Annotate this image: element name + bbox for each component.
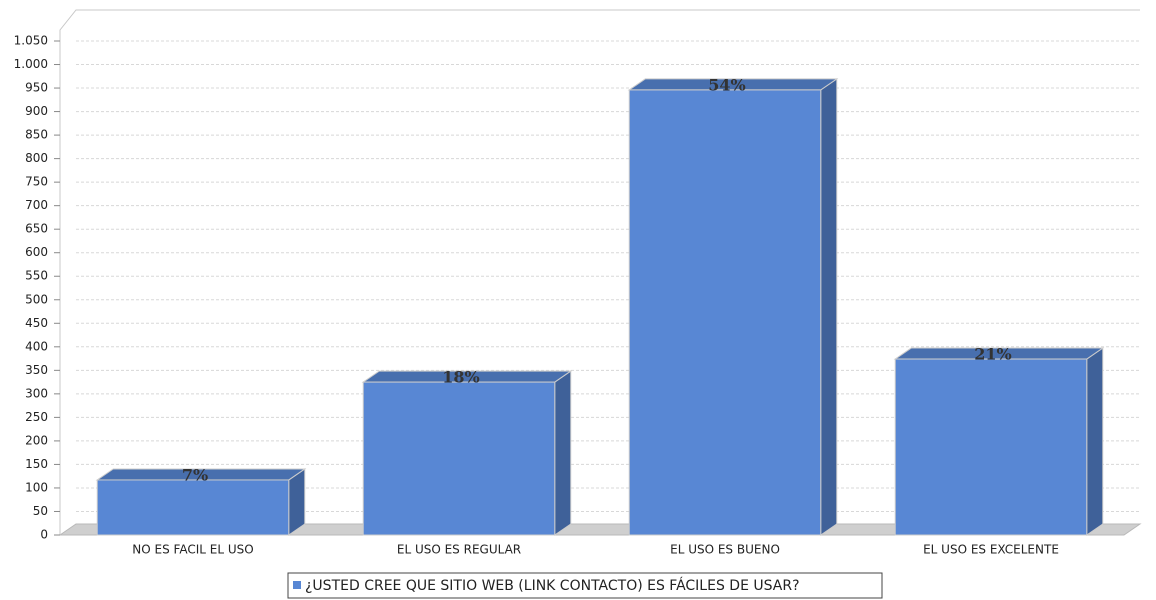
- bar-label: 18%: [442, 368, 479, 387]
- y-tick-label: 700: [25, 198, 48, 212]
- y-tick-label: 350: [25, 363, 48, 377]
- y-tick-label: 850: [25, 128, 48, 142]
- legend-swatch: [293, 581, 301, 589]
- bar-label: 21%: [974, 345, 1011, 364]
- y-tick-label: 950: [25, 81, 48, 95]
- bar: [96, 479, 290, 536]
- bar-side: [820, 77, 838, 536]
- legend: [287, 572, 883, 599]
- y-tick-label: 1.050: [14, 34, 48, 48]
- x-tick-label: EL USO ES EXCELENTE: [923, 543, 1059, 557]
- x-tick-label: EL USO ES REGULAR: [397, 543, 521, 557]
- y-tick-label: 400: [25, 339, 48, 353]
- y-tick-label: 100: [25, 480, 48, 494]
- bar: [628, 89, 822, 536]
- y-tick-label: 550: [25, 269, 48, 283]
- bar: [362, 381, 556, 536]
- y-tick-label: 50: [33, 504, 48, 518]
- legend-label: ¿USTED CREE QUE SITIO WEB (LINK CONTACTO…: [305, 577, 800, 594]
- bar-side: [1086, 347, 1104, 536]
- y-tick-label: 650: [25, 222, 48, 236]
- y-tick-label: 500: [25, 292, 48, 306]
- y-tick-label: 450: [25, 316, 48, 330]
- y-tick-label: 900: [25, 104, 48, 118]
- y-tick-label: 600: [25, 245, 48, 259]
- y-tick-label: 150: [25, 457, 48, 471]
- y-tick-label: 200: [25, 433, 48, 447]
- x-tick-label: NO ES FACIL EL USO: [132, 543, 253, 557]
- bar-label: 7%: [182, 465, 208, 484]
- y-tick-label: 750: [25, 175, 48, 189]
- bar: [894, 358, 1088, 536]
- bar-side: [554, 370, 572, 536]
- bar-label: 54%: [708, 75, 745, 94]
- y-tick-label: 250: [25, 410, 48, 424]
- y-tick-label: 0: [40, 528, 48, 542]
- y-tick-label: 1.000: [14, 57, 48, 71]
- x-tick-label: EL USO ES BUENO: [670, 543, 780, 557]
- wall-frame: [59, 9, 1140, 535]
- y-tick-label: 300: [25, 386, 48, 400]
- y-tick-label: 800: [25, 151, 48, 165]
